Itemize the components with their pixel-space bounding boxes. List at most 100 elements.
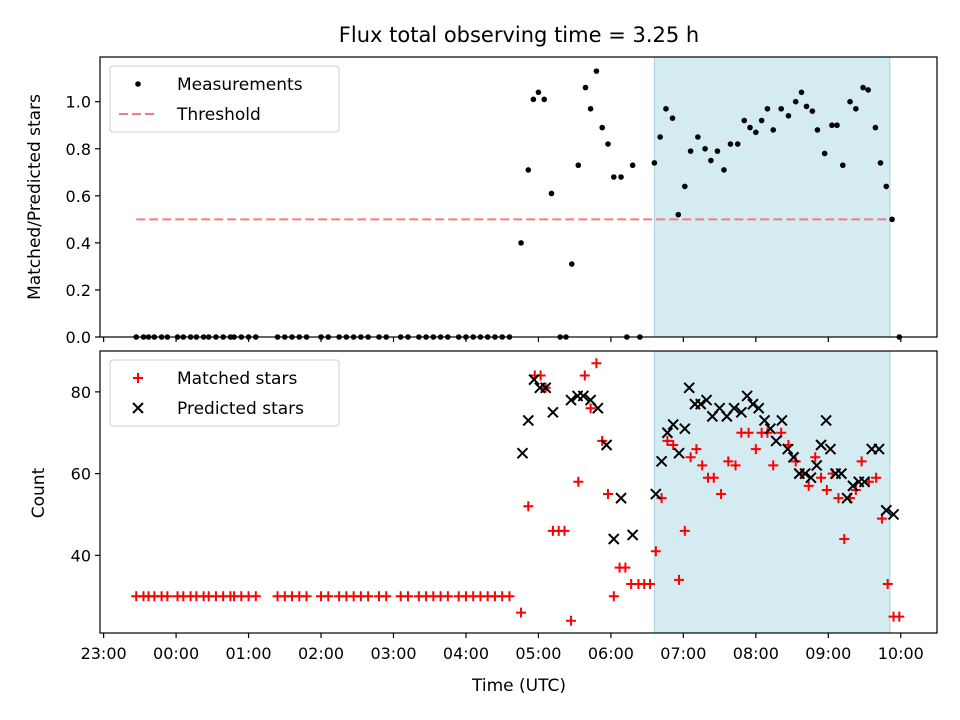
x-tick-label: 07:00	[660, 644, 706, 663]
matched-star-point	[697, 460, 708, 471]
x-tick-label: 08:00	[733, 644, 779, 663]
measurement-point	[535, 89, 542, 96]
legend-dot-icon	[135, 81, 141, 87]
measurement-point	[702, 145, 708, 152]
matched-star-point	[656, 493, 667, 504]
predicted-star-point	[522, 414, 534, 427]
matched-star-point	[516, 607, 527, 618]
predicted-star-point	[650, 488, 662, 500]
predicted-star-point	[667, 418, 679, 431]
matched-star-point	[816, 472, 827, 483]
measurement-point	[695, 134, 701, 140]
predicted-star-point	[539, 382, 552, 394]
x-tick-label: 02:00	[298, 644, 344, 663]
measurement-point	[821, 150, 828, 157]
measurement-point	[518, 240, 524, 246]
y-tick-label: 0.4	[66, 234, 91, 253]
predicted-star-point	[600, 439, 613, 451]
x-tick-label: 00:00	[153, 644, 199, 663]
measurement-point	[803, 103, 810, 110]
predicted-star-point	[728, 402, 740, 414]
predicted-star-point	[661, 427, 674, 439]
measurement-point	[582, 84, 589, 91]
matched-star-point	[821, 484, 832, 495]
y-tick-label: 60	[71, 465, 91, 484]
predicted-star-point	[880, 504, 892, 517]
chart-title: Flux total observing time = 3.25 h	[339, 23, 699, 47]
matched-star-point	[833, 493, 844, 504]
measurement-point	[675, 211, 682, 218]
measurement-point	[605, 141, 611, 147]
legend-label: Measurements	[177, 75, 303, 95]
x-tick-label: 04:00	[443, 644, 489, 663]
y-tick-label: 80	[71, 383, 91, 402]
matched-star-point	[894, 611, 905, 622]
measurement-point	[853, 105, 859, 112]
predicted-star-point	[770, 435, 782, 447]
predicted-star-point	[695, 398, 707, 410]
matched-star-point	[856, 456, 867, 467]
measurement-point	[741, 117, 748, 124]
measurement-point	[541, 96, 548, 103]
measurement-point	[758, 117, 765, 124]
measurement-point	[727, 141, 734, 147]
measurement-point	[682, 183, 688, 190]
predicted-star-point	[565, 394, 577, 406]
measurement-point	[714, 148, 721, 154]
measurement-point	[860, 84, 866, 91]
predicted-star-point	[815, 439, 827, 451]
matched-star-point	[743, 427, 754, 438]
predicted-star-point	[741, 390, 753, 402]
matched-star-point	[716, 489, 727, 500]
matched-star-point	[301, 591, 312, 602]
legend-label: Predicted stars	[177, 399, 304, 419]
predicted-star-point	[683, 382, 695, 394]
matched-star-point	[162, 591, 173, 602]
measurement-point	[618, 174, 624, 180]
y-tick-label: 0.2	[66, 281, 91, 300]
matched-star-point	[730, 460, 741, 471]
matched-star-point	[790, 456, 801, 467]
measurement-point	[865, 87, 871, 93]
x-tick-label: 01:00	[226, 644, 272, 663]
predicted-star-point	[824, 443, 837, 455]
predicted-star-point	[753, 402, 765, 414]
y-tick-label: 0.8	[66, 140, 91, 159]
measurement-point	[721, 167, 727, 173]
y-tick-label: 0.6	[66, 187, 91, 206]
predicted-star-point	[873, 443, 885, 455]
x-tick-label: 03:00	[370, 644, 416, 663]
measurement-point	[657, 134, 663, 140]
measurement-point	[734, 141, 741, 147]
predicted-star-point	[820, 414, 832, 427]
measurement-point	[651, 160, 658, 166]
matched-star-point	[402, 591, 413, 602]
matched-star-point	[523, 501, 534, 512]
measurement-point	[593, 68, 600, 74]
predicted-star-point	[528, 373, 540, 386]
measurement-point	[568, 261, 575, 267]
measurement-point	[629, 162, 636, 169]
matched-star-point	[442, 591, 453, 602]
measurement-point	[847, 98, 853, 105]
measurement-point	[798, 89, 805, 96]
matched-star-point	[559, 525, 570, 536]
predicted-star-point	[841, 492, 853, 504]
predicted-star-point	[835, 467, 848, 480]
matched-star-point	[679, 525, 690, 536]
matched-star-point	[685, 452, 696, 463]
matched-star-point	[839, 534, 850, 544]
matched-star-point	[381, 591, 392, 602]
measurement-point	[525, 167, 532, 173]
legend-box	[109, 65, 340, 133]
x-tick-label: 06:00	[588, 644, 634, 663]
measurement-point	[792, 98, 799, 105]
predicted-star-point	[615, 492, 627, 504]
measurement-point	[889, 216, 895, 223]
predicted-star-point	[858, 476, 871, 488]
legend-label: Threshold	[176, 105, 261, 125]
y-tick-label: 1.0	[66, 93, 91, 112]
top-y-axis-label: Matched/Predicted stars	[25, 94, 45, 300]
y-tick-label: 40	[71, 546, 91, 565]
matched-star-point	[668, 440, 679, 450]
